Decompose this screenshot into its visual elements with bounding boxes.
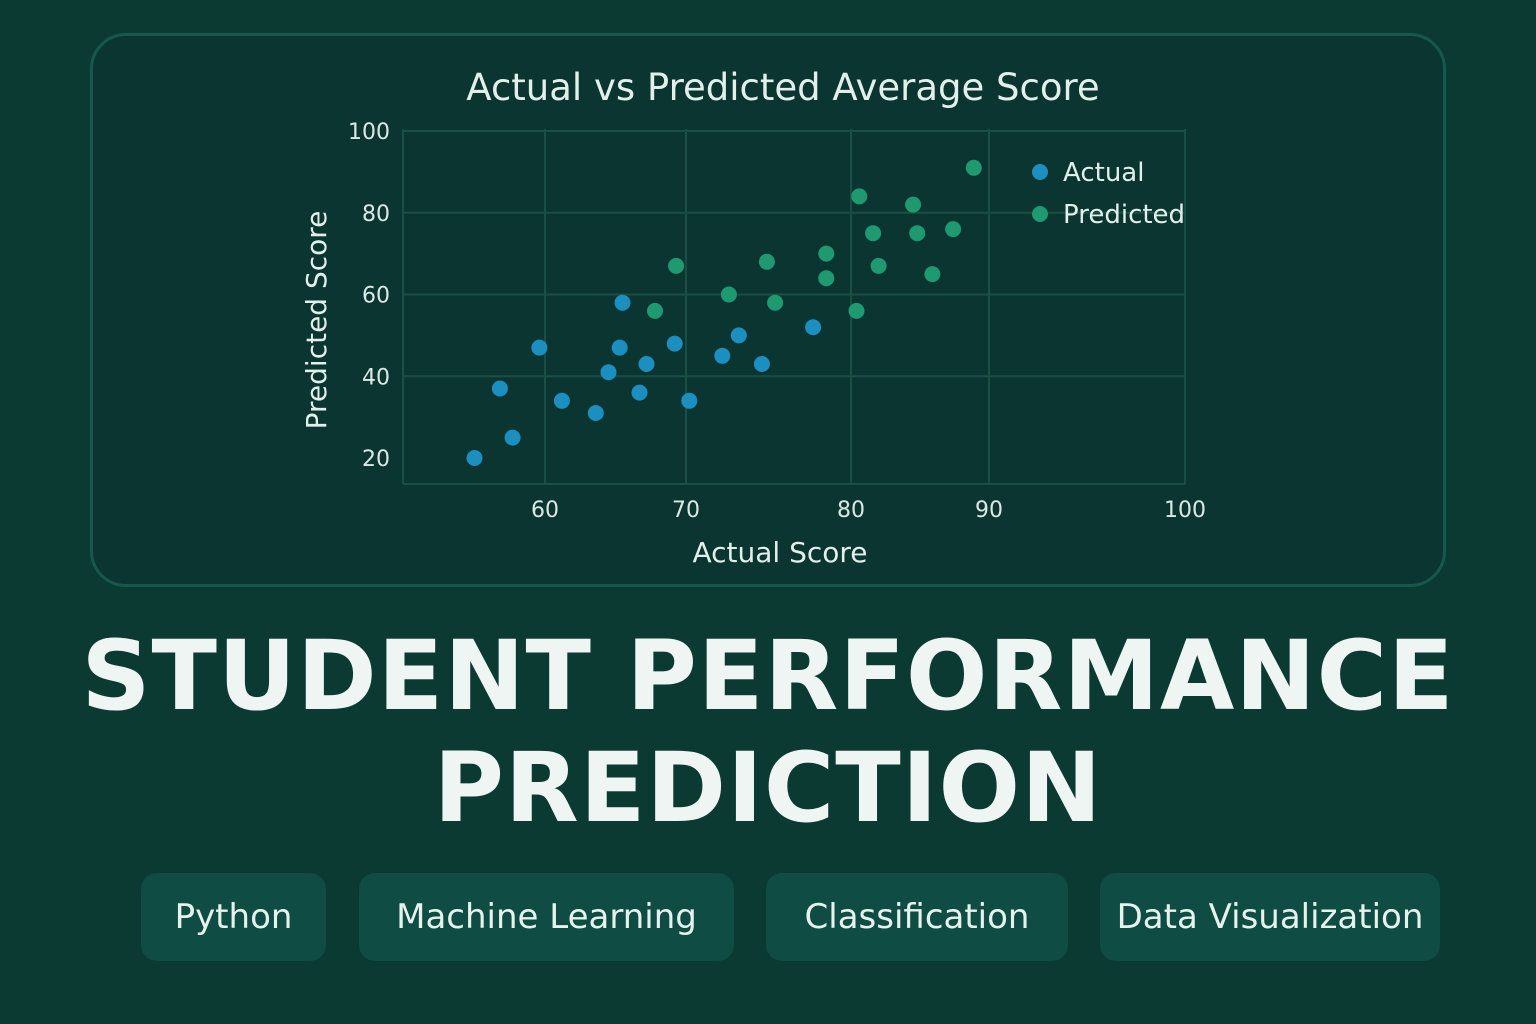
y-axis-label: Predicted Score	[300, 211, 333, 430]
tag-classification: Classification	[766, 873, 1068, 961]
predicted-point-15	[965, 159, 982, 176]
actual-point-9	[631, 384, 648, 401]
legend-marker-actual	[1032, 164, 1048, 180]
predicted-point-5	[818, 245, 835, 262]
actual-point-6	[600, 364, 617, 381]
x-tick-label-90: 90	[975, 498, 1003, 523]
actual-point-0	[466, 450, 483, 466]
predicted-point-7	[848, 302, 865, 319]
actual-point-10	[638, 356, 655, 372]
x-tick-label-70: 70	[672, 498, 700, 523]
y-tick-label-100: 100	[348, 120, 390, 145]
actual-point-15	[753, 356, 770, 372]
predicted-point-8	[851, 188, 868, 205]
actual-point-13	[714, 347, 731, 364]
predicted-point-14	[945, 221, 962, 238]
y-tick-label-40: 40	[362, 365, 390, 390]
chart-card: Actual vs Predicted Average Score 20 40 60…	[90, 33, 1446, 587]
actual-point-2	[504, 429, 521, 446]
tag-machine-learning: Machine Learning	[359, 873, 734, 961]
predicted-point-2	[720, 286, 737, 303]
x-tick-label-100: 100	[1164, 498, 1206, 523]
actual-point-4	[553, 392, 570, 409]
tag-python: Python	[141, 873, 326, 961]
legend: Actual Predicted	[1032, 158, 1185, 230]
actual-point-1	[491, 380, 508, 397]
x-tick-label-80: 80	[837, 498, 865, 523]
chart-title: Actual vs Predicted Average Score	[466, 66, 1099, 109]
actual-point-12	[681, 392, 698, 409]
actual-point-14	[730, 327, 747, 344]
actual-point-5	[587, 405, 604, 421]
headline-line-1: STUDENT PERFORMANCE	[81, 620, 1455, 732]
predicted-point-13	[924, 266, 941, 283]
actual-point-8	[614, 294, 631, 311]
x-axis-label: Actual Score	[692, 536, 867, 569]
legend-label-actual: Actual	[1063, 158, 1144, 188]
predicted-point-4	[767, 294, 784, 311]
legend-marker-predicted	[1032, 206, 1048, 222]
predicted-point-12	[909, 225, 926, 242]
actual-point-7	[611, 339, 628, 356]
predicted-point-6	[818, 270, 835, 287]
y-tick-label-20: 20	[362, 447, 390, 472]
predicted-point-9	[865, 225, 882, 242]
data-points	[466, 159, 982, 466]
tick-labels: 20 40 60 80 100 60 70 80 90 100	[348, 120, 1206, 523]
predicted-point-10	[870, 257, 887, 274]
predicted-point-3	[758, 253, 775, 270]
actual-point-16	[805, 319, 822, 336]
predicted-point-11	[905, 196, 922, 213]
actual-point-11	[666, 335, 683, 352]
actual-point-3	[531, 339, 548, 356]
y-tick-label-60: 60	[362, 284, 390, 309]
x-tick-label-60: 60	[531, 498, 559, 523]
grid-lines	[402, 129, 1186, 485]
predicted-point-1	[668, 257, 685, 274]
tag-data-visualization: Data Visualization	[1100, 873, 1440, 961]
predicted-point-0	[647, 302, 663, 319]
scatter-chart: Actual vs Predicted Average Score 20 40 60…	[300, 66, 1206, 569]
y-tick-label-80: 80	[362, 202, 390, 227]
legend-label-predicted: Predicted	[1063, 200, 1185, 230]
headline-line-2: PREDICTION	[433, 732, 1103, 844]
